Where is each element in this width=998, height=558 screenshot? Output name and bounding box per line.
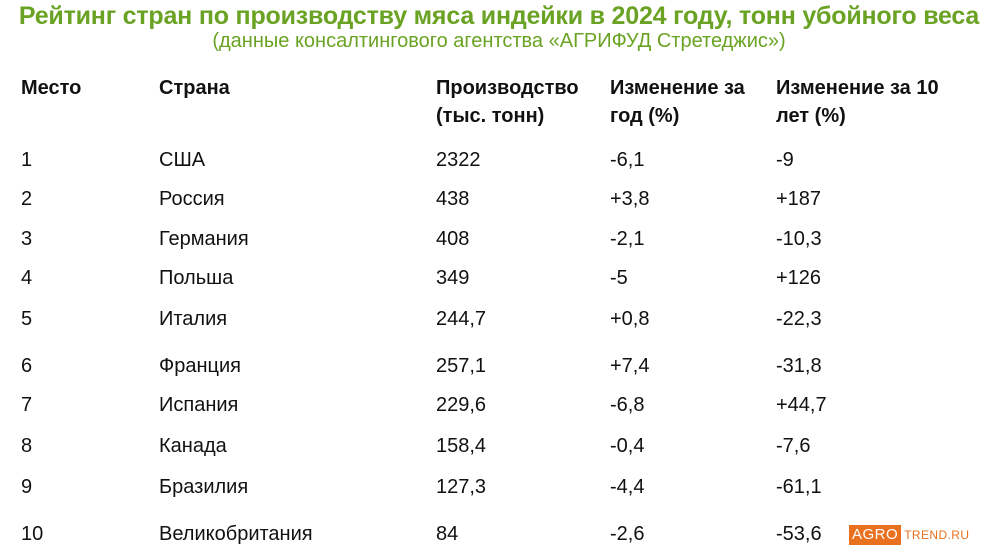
cell-production: 158,4	[436, 435, 487, 457]
header-year-change: Изменение за год (%)	[610, 77, 745, 127]
cell-year-change: -2,6	[610, 523, 645, 545]
cell-country: Великобритания	[159, 523, 313, 545]
table-row: 6 Франция 257,1 +7,4 -31,8	[0, 351, 998, 381]
table-row: 3 Германия 408 -2,1 -10,3	[0, 224, 998, 254]
table-header: Место Страна Производство (тыс. тонн) Из…	[0, 74, 998, 130]
cell-country: Франция	[159, 355, 241, 377]
table-row: 1 США 2322 -6,1 -9	[0, 145, 998, 175]
cell-production: 257,1	[436, 355, 487, 377]
header-ten-year-change: Изменение за 10 лет (%)	[776, 77, 939, 127]
cell-year-change: +0,8	[610, 308, 650, 330]
cell-place: 2	[21, 188, 33, 210]
cell-year-change: -5	[610, 267, 628, 289]
cell-country: США	[159, 149, 206, 171]
cell-year-change: +7,4	[610, 355, 650, 377]
cell-place: 7	[21, 394, 33, 416]
cell-production: 244,7	[436, 308, 487, 330]
cell-ten-year-change: -9	[776, 149, 794, 171]
header-place: Место	[21, 77, 82, 99]
table-row: 4 Польша 349 -5 +126	[0, 263, 998, 293]
logo-trend-text: TREND.RU	[904, 528, 970, 542]
cell-ten-year-change: -53,6	[776, 523, 822, 545]
cell-ten-year-change: -22,3	[776, 308, 822, 330]
cell-ten-year-change: +44,7	[776, 394, 827, 416]
cell-place: 10	[21, 523, 44, 545]
cell-country: Испания	[159, 394, 239, 416]
cell-year-change: +3,8	[610, 188, 650, 210]
agrotrend-logo: AGRO TREND.RU	[849, 524, 969, 546]
cell-country: Италия	[159, 308, 228, 330]
cell-place: 9	[21, 476, 33, 498]
cell-production: 349	[436, 267, 470, 289]
table-row: 8 Канада 158,4 -0,4 -7,6	[0, 431, 998, 461]
cell-ten-year-change: +187	[776, 188, 822, 210]
cell-production: 229,6	[436, 394, 487, 416]
cell-ten-year-change: -10,3	[776, 228, 822, 250]
logo-agro-text: AGRO	[849, 525, 902, 545]
header-country: Страна	[159, 77, 230, 99]
cell-year-change: -2,1	[610, 228, 645, 250]
cell-place: 4	[21, 267, 33, 289]
cell-ten-year-change: +126	[776, 267, 822, 289]
cell-country: Россия	[159, 188, 225, 210]
table-row: 7 Испания 229,6 -6,8 +44,7	[0, 390, 998, 420]
cell-place: 3	[21, 228, 33, 250]
cell-country: Польша	[159, 267, 234, 289]
cell-production: 127,3	[436, 476, 487, 498]
cell-place: 1	[21, 149, 33, 171]
cell-place: 6	[21, 355, 33, 377]
cell-country: Бразилия	[159, 476, 249, 498]
cell-country: Канада	[159, 435, 227, 457]
header-production: Производство (тыс. тонн)	[436, 77, 579, 127]
cell-year-change: -6,1	[610, 149, 645, 171]
table-row: 2 Россия 438 +3,8 +187	[0, 184, 998, 214]
cell-year-change: -6,8	[610, 394, 645, 416]
cell-place: 8	[21, 435, 33, 457]
cell-production: 2322	[436, 149, 481, 171]
cell-country: Германия	[159, 228, 249, 250]
cell-production: 408	[436, 228, 470, 250]
cell-place: 5	[21, 308, 33, 330]
cell-ten-year-change: -61,1	[776, 476, 822, 498]
page-subtitle: (данные консалтингового агентства «АГРИФ…	[212, 30, 786, 52]
page-title: Рейтинг стран по производству мяса индей…	[18, 2, 980, 30]
cell-ten-year-change: -31,8	[776, 355, 822, 377]
cell-production: 84	[436, 523, 459, 545]
table-row: 5 Италия 244,7 +0,8 -22,3	[0, 304, 998, 334]
cell-year-change: -4,4	[610, 476, 645, 498]
cell-ten-year-change: -7,6	[776, 435, 811, 457]
table-row: 10 Великобритания 84 -2,6 -53,6	[0, 519, 998, 549]
cell-year-change: -0,4	[610, 435, 645, 457]
table-row: 9 Бразилия 127,3 -4,4 -61,1	[0, 472, 998, 502]
cell-production: 438	[436, 188, 470, 210]
